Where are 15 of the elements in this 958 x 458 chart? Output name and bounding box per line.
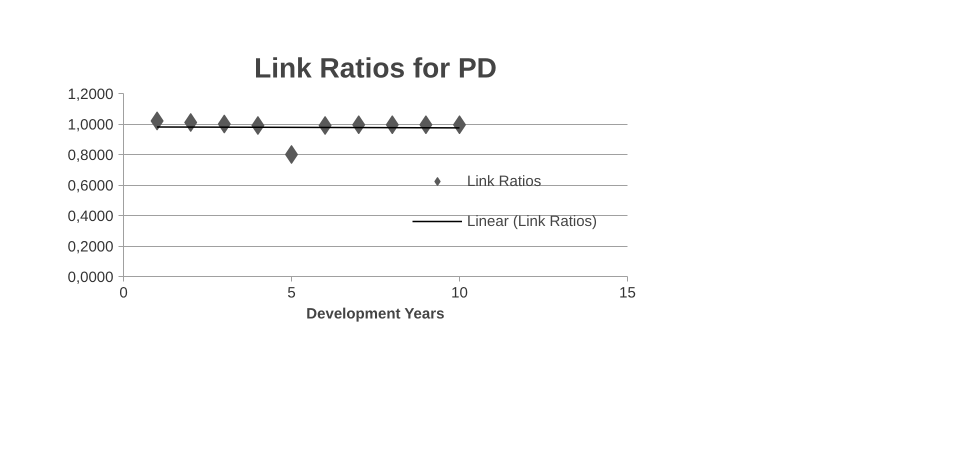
x-tick-label: 0: [119, 284, 128, 302]
x-tick-label: 15: [619, 284, 636, 302]
y-tick-label: 0,6000: [68, 178, 114, 194]
chart-title: Link Ratios for PD: [254, 52, 497, 84]
y-tick-label: 0,2000: [68, 238, 114, 256]
y-tick-label: 1,0000: [68, 116, 114, 134]
legend-label: Linear (Link Ratios): [467, 212, 598, 230]
x-axis-title: Development Years: [306, 306, 444, 322]
y-tick-label: 1,2000: [68, 86, 114, 103]
x-tick-label: 10: [451, 284, 468, 302]
y-tick-label: 0,8000: [68, 147, 114, 164]
y-tick-label: 0,4000: [68, 208, 114, 225]
legend-label: Link Ratios: [467, 172, 542, 190]
x-tick-label: 5: [287, 284, 296, 302]
y-tick-label: 0,0000: [68, 269, 114, 286]
